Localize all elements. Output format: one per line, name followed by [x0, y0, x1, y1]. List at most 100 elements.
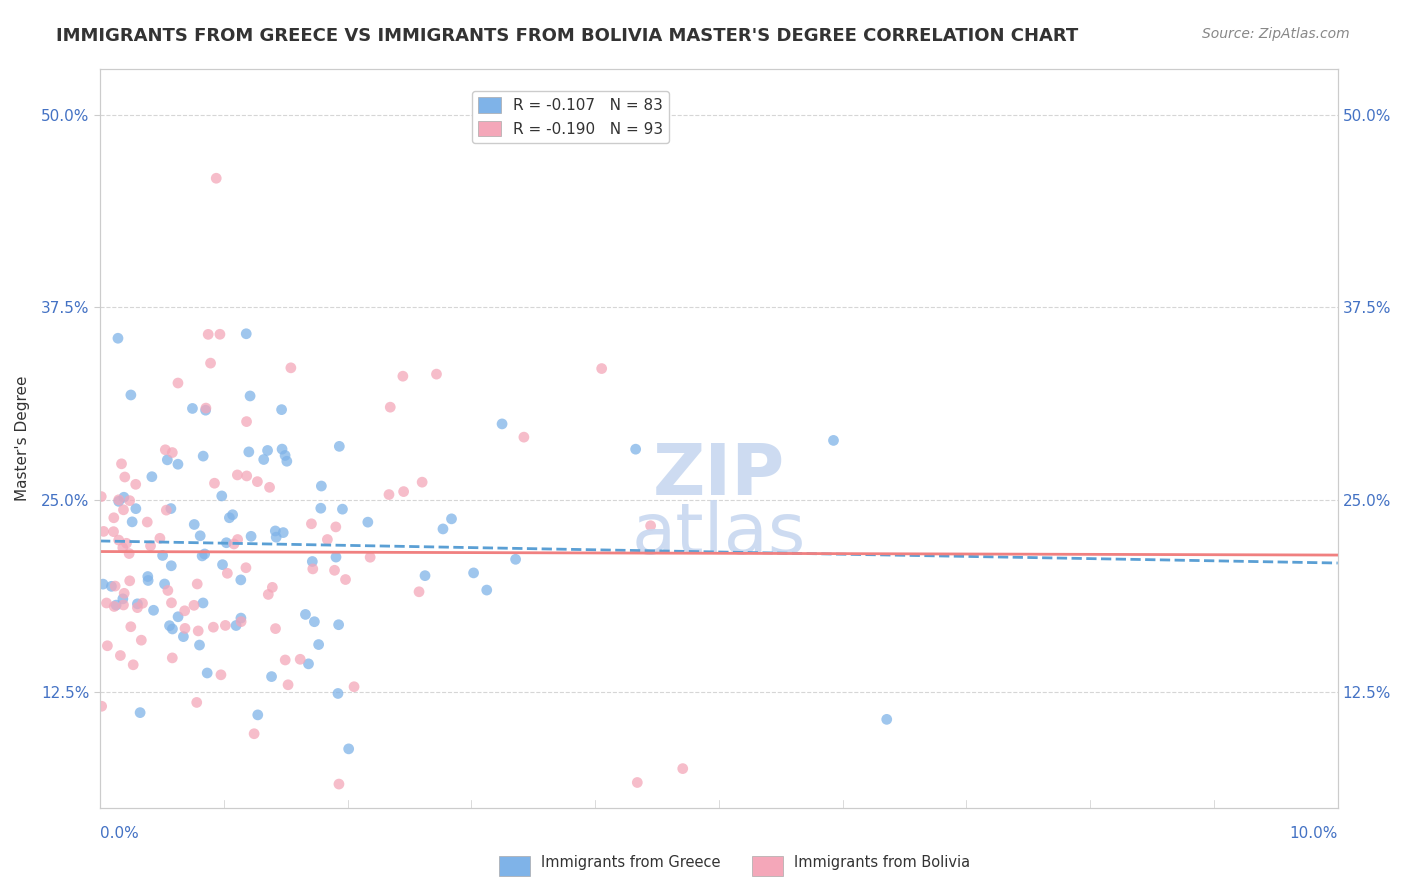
Point [260, 670, 283, 684]
Point [105, 598, 128, 612]
Point [257, 587, 280, 601]
Point [197, 327, 219, 342]
Point [136, 574, 159, 588]
Point [186, 695, 208, 709]
Point [90, 699, 112, 714]
Point [120, 620, 142, 634]
Point [156, 453, 179, 467]
Point [141, 469, 163, 483]
Point [139, 539, 162, 553]
Point [274, 449, 297, 463]
Point [162, 622, 184, 636]
Point [243, 727, 266, 741]
Point [271, 525, 294, 540]
Point [208, 327, 231, 342]
Point [211, 489, 233, 503]
Point [283, 816, 305, 830]
Point [640, 518, 662, 533]
Point [328, 777, 350, 791]
Point [115, 536, 138, 550]
Point [204, 476, 226, 491]
Point [239, 389, 262, 403]
Point [191, 549, 214, 563]
Point [107, 533, 129, 547]
Point [392, 484, 415, 499]
Point [264, 524, 287, 538]
Point [136, 515, 159, 529]
Point [188, 638, 211, 652]
Point [326, 686, 349, 700]
Point [103, 599, 125, 614]
Point [235, 469, 257, 483]
Point [304, 615, 326, 629]
Point [214, 618, 236, 632]
Point [259, 480, 281, 494]
Point [96, 596, 118, 610]
Point [311, 479, 333, 493]
Point [246, 475, 269, 489]
Point [413, 568, 436, 582]
Point [191, 596, 214, 610]
Point [235, 415, 257, 429]
Point [432, 522, 454, 536]
Point [183, 517, 205, 532]
Point [316, 533, 339, 547]
Point [274, 653, 297, 667]
Point [392, 369, 415, 384]
Point [218, 510, 240, 524]
Point [118, 547, 141, 561]
Point [343, 680, 366, 694]
Text: Immigrants from Bolivia: Immigrants from Bolivia [794, 855, 970, 870]
Point [167, 609, 190, 624]
Point [194, 401, 217, 415]
Point [100, 579, 122, 593]
Point [167, 457, 190, 471]
Point [270, 402, 292, 417]
Point [328, 617, 350, 632]
Point [162, 445, 184, 459]
Point [271, 442, 294, 456]
Point [103, 510, 125, 524]
Point [112, 490, 135, 504]
Point [325, 520, 347, 534]
Point [280, 360, 302, 375]
Point [297, 657, 319, 671]
Point [118, 493, 141, 508]
Text: 10.0%: 10.0% [1289, 826, 1337, 841]
Point [93, 524, 115, 539]
Point [337, 742, 360, 756]
Text: Source: ZipAtlas.com: Source: ZipAtlas.com [1202, 27, 1350, 41]
Text: 0.0%: 0.0% [100, 826, 139, 841]
Point [167, 376, 190, 390]
Point [309, 501, 332, 516]
Point [591, 361, 613, 376]
Point [440, 512, 463, 526]
Point [235, 326, 257, 341]
Point [160, 558, 183, 573]
Point [160, 596, 183, 610]
Point [107, 494, 129, 508]
Text: ZIP: ZIP [652, 441, 785, 509]
Point [160, 501, 183, 516]
Point [823, 434, 845, 448]
Point [215, 535, 238, 549]
Point [262, 580, 284, 594]
Point [217, 566, 239, 581]
Point [475, 583, 498, 598]
Point [120, 388, 142, 402]
Point [188, 529, 211, 543]
Point [127, 600, 149, 615]
Point [299, 516, 322, 531]
Point [876, 712, 898, 726]
Point [264, 530, 287, 544]
Point [174, 621, 197, 635]
Point [112, 503, 135, 517]
Point [264, 622, 287, 636]
Point [136, 569, 159, 583]
Point [301, 562, 323, 576]
Point [112, 598, 135, 612]
Point [121, 515, 143, 529]
Point [672, 762, 695, 776]
Point [194, 547, 217, 561]
Point [162, 651, 184, 665]
